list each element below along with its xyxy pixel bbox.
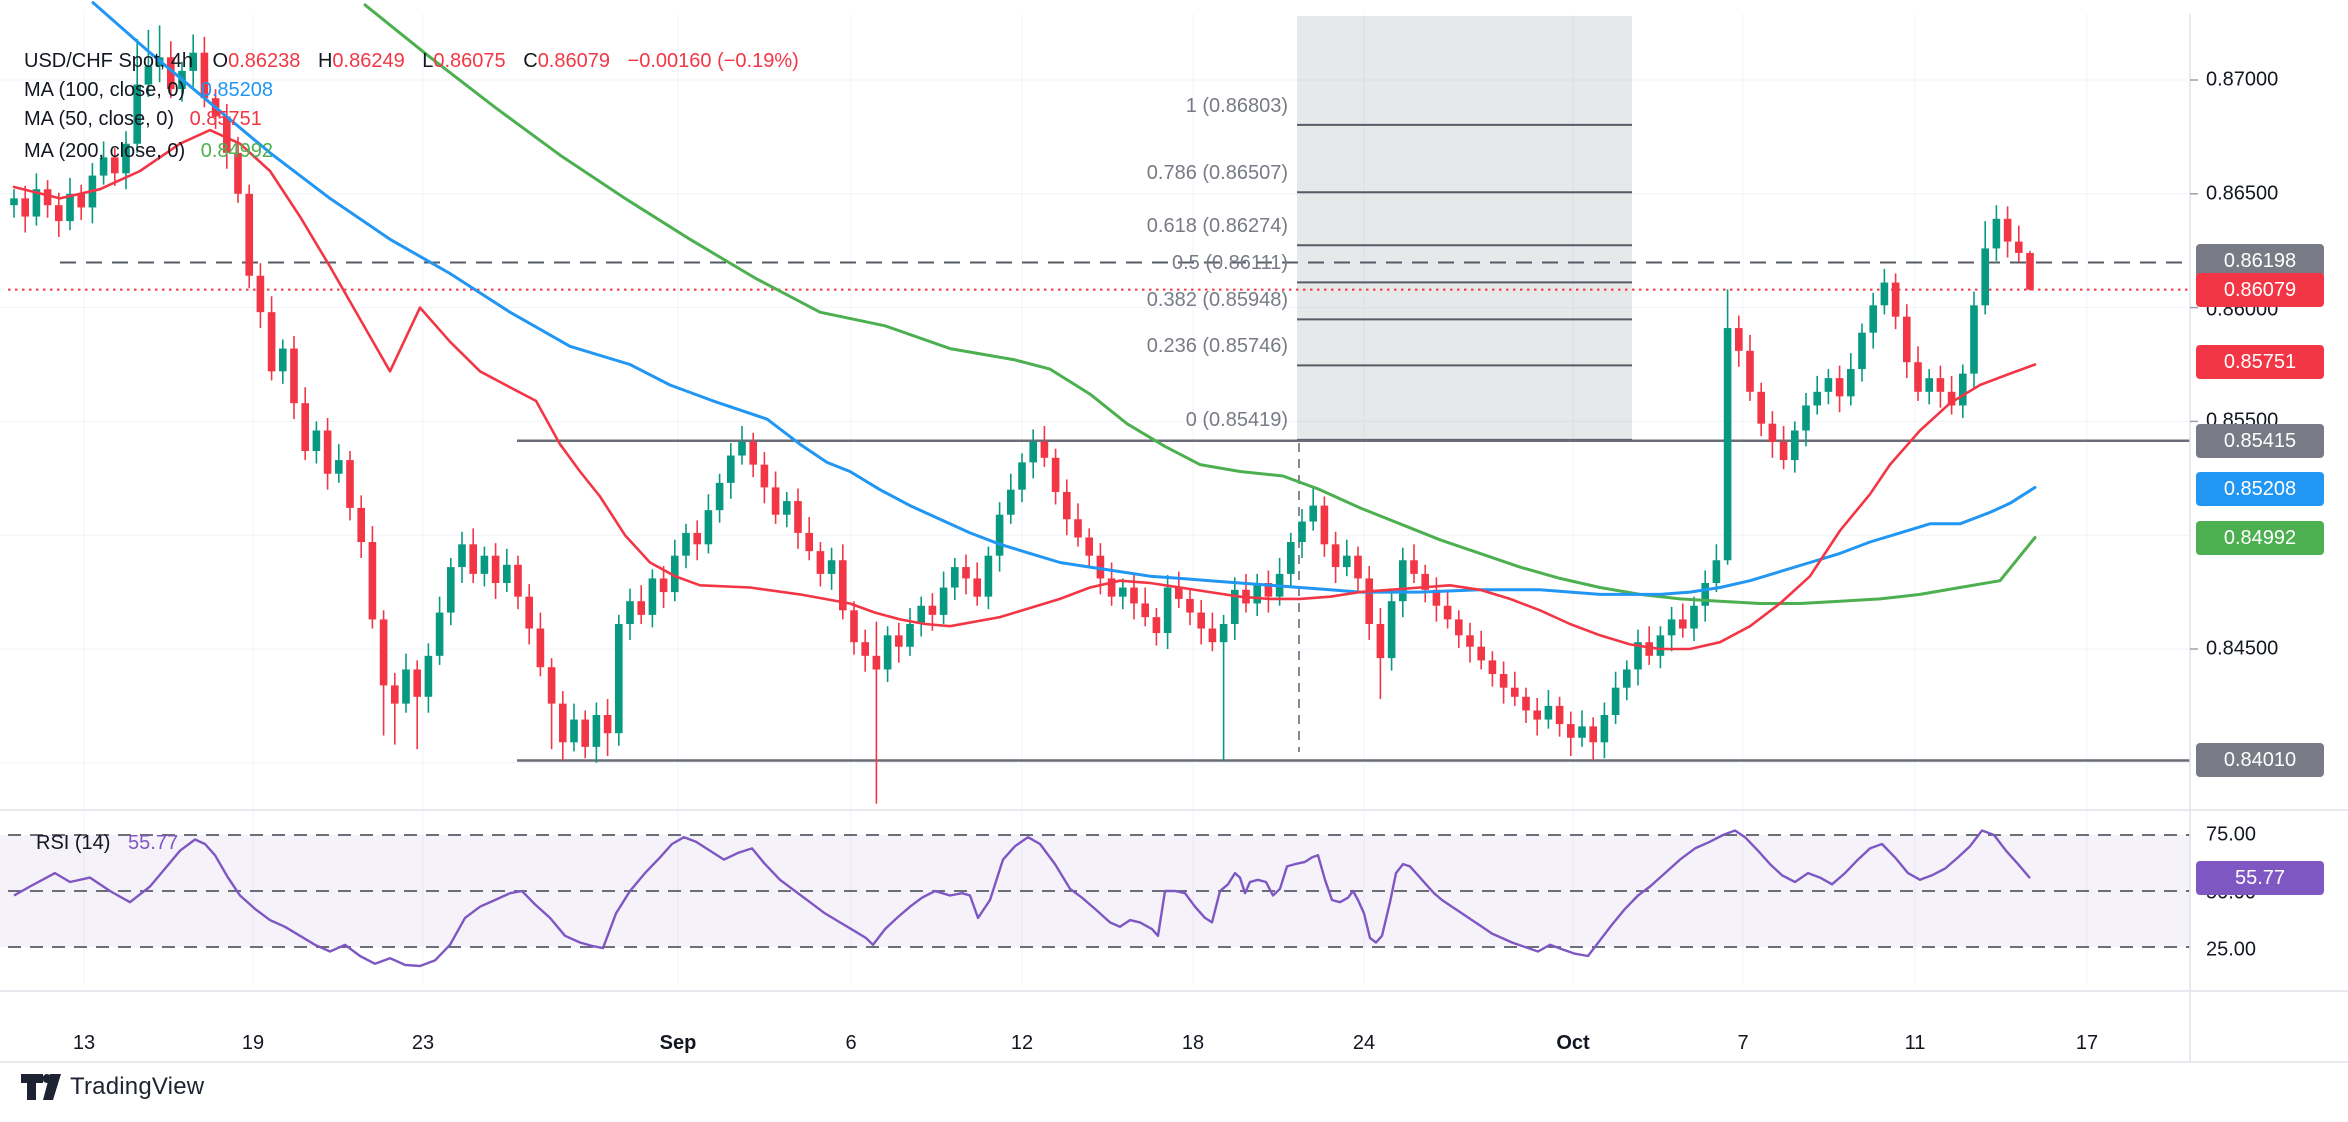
- time-tick-6: 6: [845, 1032, 857, 1054]
- time-tick-oct: Oct: [1556, 1032, 1590, 1054]
- brand-text: TradingView: [70, 1073, 205, 1100]
- ma50-legend[interactable]: MA (50, close, 0) 0.85751: [24, 108, 268, 131]
- level-badge-085415: 0.85415: [2196, 424, 2324, 458]
- ma100-legend[interactable]: MA (100, close, 0) 0.85208: [24, 79, 279, 102]
- fib-label-0236: 0.236 (0.85746): [1146, 335, 1288, 357]
- symbol-title: USD/CHF Spot, 4h: [24, 50, 193, 72]
- fib-label-0: 0 (0.85419): [1185, 409, 1288, 431]
- level-badge-086198: 0.86198: [2196, 244, 2324, 278]
- low-value: 0.86075: [433, 50, 506, 72]
- ma100-value: 0.85208: [200, 79, 274, 101]
- time-tick-7: 7: [1737, 1032, 1749, 1054]
- fib-label-0382: 0.382 (0.85948): [1146, 289, 1288, 311]
- rsi-value-badge: 55.77: [2196, 861, 2324, 895]
- open-label: O: [212, 50, 229, 72]
- time-tick-11: 11: [1904, 1032, 1926, 1054]
- symbol-legend[interactable]: USD/CHF Spot, 4h O0.86238 H0.86249 L0.86…: [24, 50, 805, 73]
- time-tick-13: 13: [72, 1032, 96, 1054]
- rsi-value: 55.77: [128, 832, 179, 854]
- time-tick-23: 23: [411, 1032, 435, 1054]
- high-value: 0.86249: [332, 50, 405, 72]
- time-tick-19: 19: [241, 1032, 265, 1054]
- fib-label-1: 1 (0.86803): [1185, 95, 1288, 117]
- level-badge-084010: 0.84010: [2196, 743, 2324, 777]
- ma200-label: MA (200, close, 0): [24, 140, 186, 162]
- last-price-badge: 0.86079: [2196, 273, 2324, 307]
- ma50-label: MA (50, close, 0): [24, 108, 175, 130]
- rsi-label: RSI (14): [36, 832, 111, 854]
- close-label: C: [523, 50, 538, 72]
- fib-label-05: 0.5 (0.86111): [1171, 252, 1288, 274]
- ma200-legend[interactable]: MA (200, close, 0) 0.84992: [24, 140, 279, 163]
- time-tick-24: 24: [1352, 1032, 1376, 1054]
- open-value: 0.86238: [228, 50, 301, 72]
- ma100-price-badge: 0.85208: [2196, 472, 2324, 506]
- ma50-price-badge: 0.85751: [2196, 345, 2324, 379]
- fib-label-0786: 0.786 (0.86507): [1146, 162, 1288, 184]
- rsi-legend[interactable]: RSI (14) 55.77: [36, 832, 184, 855]
- fib-label-0618: 0.618 (0.86274): [1146, 215, 1288, 237]
- change-value: −0.00160 (−0.19%): [627, 50, 799, 72]
- time-tick-18: 18: [1181, 1032, 1205, 1054]
- high-label: H: [317, 50, 333, 72]
- price-tick-087000: 0.87000: [2206, 68, 2279, 91]
- tradingview-link[interactable]: TradingView: [20, 1072, 204, 1102]
- rsi-tick-25: 25.00: [2206, 938, 2257, 961]
- time-tick-17: 17: [2075, 1032, 2099, 1054]
- ma200-price-badge: 0.84992: [2196, 521, 2324, 555]
- price-tick-086500: 0.86500: [2206, 182, 2279, 205]
- ma50-value: 0.85751: [189, 108, 262, 130]
- price-tick-084500: 0.84500: [2206, 637, 2279, 660]
- tradingview-logo-icon: [21, 1074, 61, 1100]
- rsi-tick-75: 75.00: [2206, 823, 2257, 846]
- ma200-value: 0.84992: [200, 140, 274, 162]
- time-tick-sep: Sep: [659, 1032, 697, 1054]
- low-label: L: [422, 50, 434, 72]
- close-value: 0.86079: [537, 50, 610, 72]
- time-tick-12: 12: [1010, 1032, 1034, 1054]
- ma100-label: MA (100, close, 0): [24, 79, 186, 101]
